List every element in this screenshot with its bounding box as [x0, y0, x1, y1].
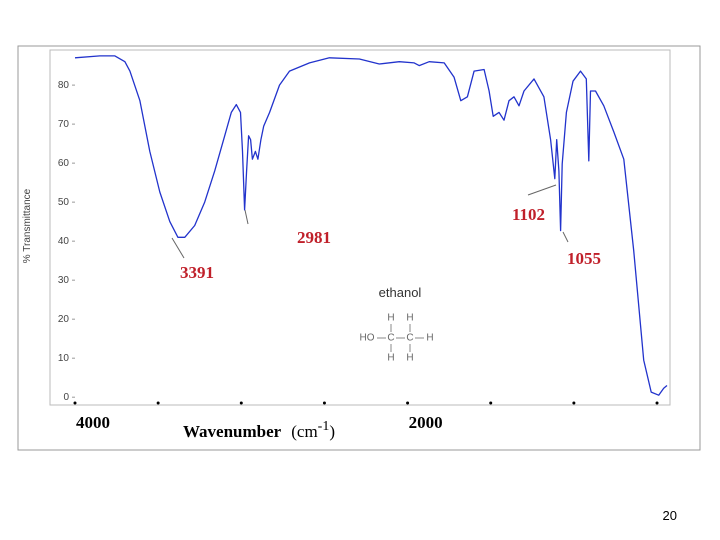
atom: H	[387, 313, 394, 324]
annotation: 2981	[297, 228, 331, 247]
y-tick-label: 60	[58, 158, 70, 169]
y-tick-label: 0	[63, 392, 69, 403]
y-tick-label: 10	[58, 353, 70, 364]
spectrum-line	[74, 55, 668, 396]
x-axis-exponent: -1	[318, 419, 330, 434]
x-tick	[406, 401, 410, 405]
x-axis-label-text: Wavenumber	[183, 422, 282, 441]
atom: H	[406, 353, 413, 364]
frame	[17, 45, 701, 451]
atom: H	[406, 313, 413, 324]
x-minor-tick	[572, 401, 576, 405]
x-tick	[73, 401, 77, 405]
compound-name: ethanol	[379, 285, 422, 300]
y-tick-label: 50	[58, 197, 70, 208]
annotation: 3391	[180, 263, 214, 282]
y-tick-label: 80	[58, 80, 70, 91]
page-number: 20	[663, 508, 677, 523]
annotation: 1102	[512, 205, 545, 224]
y-axis-label: % Transmittance	[22, 188, 33, 263]
annotation: 1055	[567, 249, 601, 268]
leader	[562, 231, 569, 243]
y-tick-label: 20	[58, 314, 70, 325]
leader	[244, 209, 249, 225]
atom: H	[387, 353, 394, 364]
x-axis-close: )	[329, 422, 335, 441]
x-minor-tick	[156, 401, 160, 405]
x-minor-tick	[322, 401, 326, 405]
x-axis-unit: (cm	[291, 422, 317, 441]
x-minor-tick	[489, 401, 493, 405]
leader	[171, 237, 185, 259]
y-tick-label: 30	[58, 275, 70, 286]
annotations: 3391 2981 1102 1055 ethanol	[171, 184, 601, 300]
structure	[377, 324, 424, 352]
atom: HO	[360, 333, 375, 344]
x-minor-tick	[239, 401, 243, 405]
atom: C	[406, 333, 413, 344]
x-minor-tick	[655, 401, 659, 405]
y-tick-label: 70	[58, 119, 70, 130]
atom: C	[387, 333, 394, 344]
x-tick-label: 2000	[409, 413, 443, 432]
leader	[527, 184, 557, 196]
atom: H	[426, 333, 433, 344]
x-axis-label: Wavenumber (cm-1)	[183, 419, 335, 441]
y-tick-label: 40	[58, 236, 70, 247]
plot-box	[49, 49, 671, 406]
x-tick-label: 4000	[76, 413, 110, 432]
